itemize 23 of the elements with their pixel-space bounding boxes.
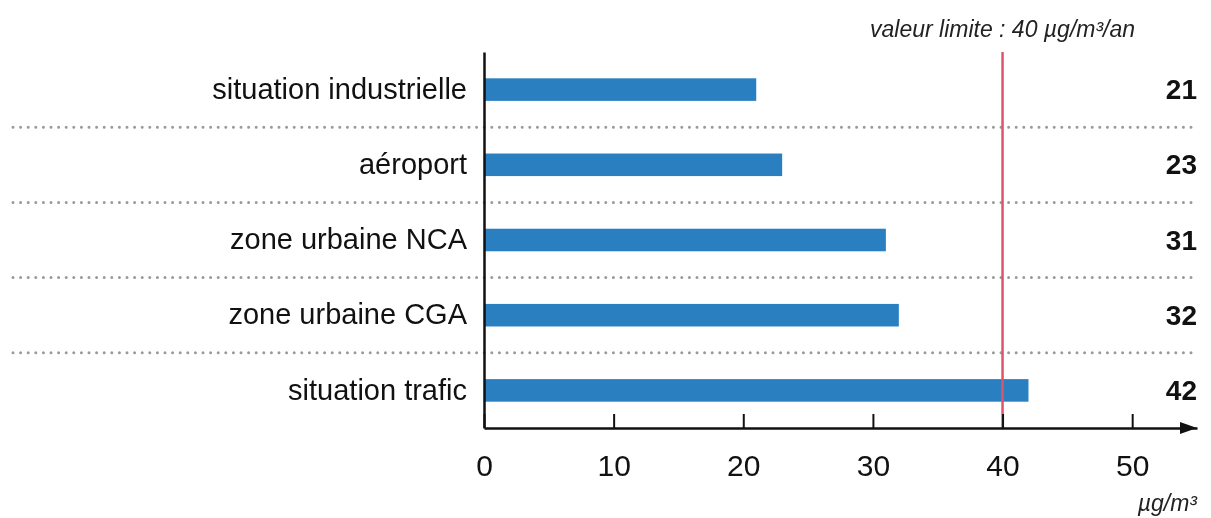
bar xyxy=(484,379,1029,402)
bar xyxy=(484,153,783,177)
x-tick-label: 40 xyxy=(986,449,1020,483)
x-tick-label: 10 xyxy=(597,449,631,483)
x-tick-label: 0 xyxy=(476,449,493,483)
data-label: 31 xyxy=(1165,224,1197,256)
y-tick-label: aéroport xyxy=(358,148,467,181)
x-tick-label: 50 xyxy=(1115,449,1150,483)
x-tick-label: 30 xyxy=(856,449,891,483)
data-label: 42 xyxy=(1165,374,1197,406)
bar xyxy=(484,303,899,327)
x-axis-title: µg/m³ xyxy=(1136,490,1199,516)
data-label: 23 xyxy=(1165,149,1197,181)
ref-line-label: valeur limite : 40 µg/m³/an xyxy=(870,16,1136,42)
y-tick-label: zone urbaine NCA xyxy=(230,223,468,256)
y-tick-label: situation industrielle xyxy=(212,72,467,105)
data-label: 32 xyxy=(1165,299,1197,331)
y-tick-label: situation trafic xyxy=(288,373,467,406)
bar xyxy=(484,78,757,101)
data-label: 21 xyxy=(1165,74,1197,106)
y-tick-label: zone urbaine CGA xyxy=(228,298,468,331)
x-tick-label: 20 xyxy=(727,449,761,483)
bar xyxy=(484,228,886,252)
